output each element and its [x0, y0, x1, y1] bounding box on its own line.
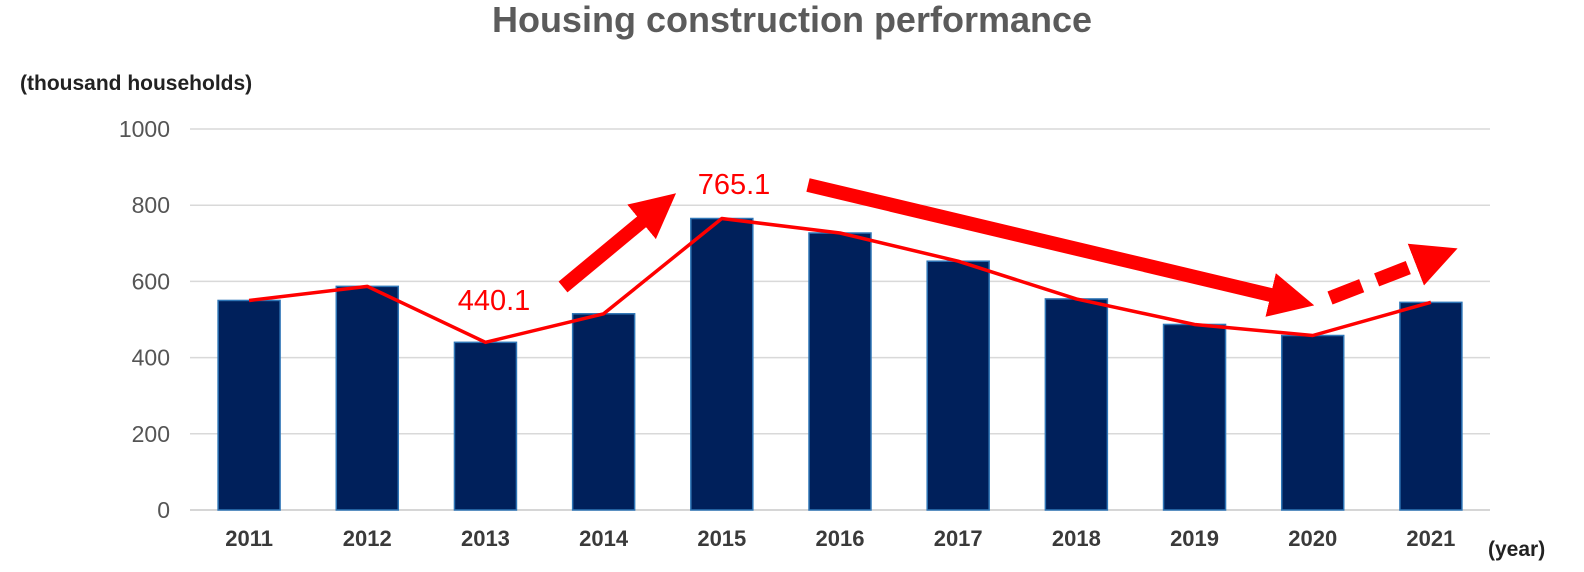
x-tick-label: 2016: [816, 526, 865, 551]
bar-2014: [571, 313, 636, 511]
trend-polyline: [248, 216, 1432, 345]
x-tick-label: 2011: [225, 526, 273, 551]
x-tick-label: 2021: [1406, 526, 1455, 551]
bar-2019: [1162, 323, 1227, 511]
x-tick-label: 2014: [579, 526, 629, 551]
x-tick-label: 2018: [1052, 526, 1101, 551]
trend-line: [248, 216, 1432, 345]
x-axis-unit-label: (year): [1488, 538, 1545, 561]
bar-2012: [335, 285, 400, 511]
x-tick-label: 2020: [1288, 526, 1337, 551]
bar-2015: [690, 217, 754, 511]
falling-trend-arrow: [806, 178, 1315, 317]
y-tick-label: 400: [132, 345, 170, 371]
recovery-trend-arrow: [1327, 243, 1458, 305]
rising-trend-arrow: [558, 193, 677, 293]
bar-2020: [1280, 334, 1345, 511]
x-tick-label: 2012: [343, 526, 392, 551]
bars: [217, 217, 1463, 511]
y-tick-label: 200: [132, 421, 170, 447]
x-tick-label: 2013: [461, 526, 510, 551]
y-axis-unit-label: (thousand households): [20, 72, 252, 95]
annotation-2013-value: 440.1: [458, 285, 531, 317]
bar-2013: [453, 341, 518, 511]
annotation-2015-value: 765.1: [698, 169, 771, 201]
y-tick-label: 0: [157, 497, 170, 523]
bar-2016: [808, 232, 872, 511]
y-axis-ticks: 0 200 400 600 800 1000: [119, 116, 170, 523]
y-tick-label: 1000: [119, 116, 170, 142]
bar-2011: [217, 299, 281, 511]
x-tick-label: 2017: [934, 526, 983, 551]
bar-2017: [926, 260, 990, 511]
x-tick-label: 2015: [697, 526, 746, 551]
bar-2018: [1044, 298, 1109, 511]
x-tick-label: 2019: [1170, 526, 1219, 551]
chart-title: Housing construction performance: [492, 0, 1092, 40]
x-axis-ticks: 2011 2012 2013 2014 2015 2016 2017 2018 2019 2020…: [225, 526, 1455, 551]
y-tick-label: 600: [132, 268, 170, 294]
bar-2021: [1399, 301, 1463, 511]
y-tick-label: 800: [132, 192, 170, 218]
